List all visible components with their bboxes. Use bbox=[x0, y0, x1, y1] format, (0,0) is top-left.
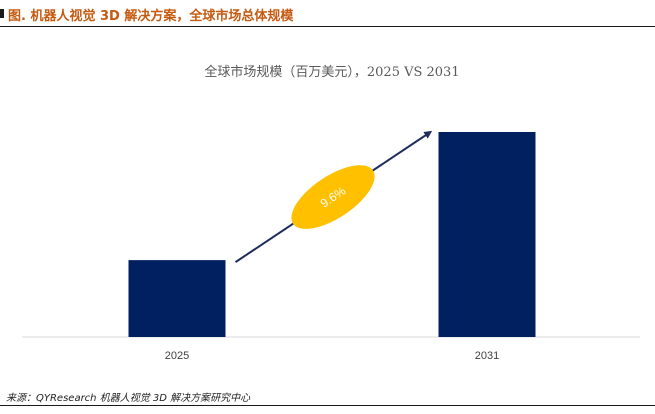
bar-chart: 全球市场规模（百万美元），2025 VS 2031 2025 2031 9.6% bbox=[22, 64, 640, 362]
header-rule bbox=[0, 26, 655, 27]
source-note: 来源：QYResearch 机器人视觉 3D 解决方案研究中心 bbox=[6, 393, 251, 404]
chart-title: 全球市场规模（百万美元），2025 VS 2031 bbox=[204, 64, 459, 80]
x-tick-2031: 2031 bbox=[475, 350, 499, 362]
growth-rate-badge bbox=[291, 165, 375, 229]
footer-rule bbox=[0, 405, 655, 406]
bar-2031 bbox=[438, 132, 536, 337]
figure-title: 图. 机器人视觉 3D 解决方案，全球市场总体规模 bbox=[8, 9, 294, 24]
figure-header: 图. 机器人视觉 3D 解决方案，全球市场总体规模 bbox=[0, 0, 655, 28]
bar-group bbox=[128, 132, 536, 337]
x-tick-labels: 2025 2031 bbox=[165, 350, 499, 362]
title-marker bbox=[0, 9, 4, 18]
bar-2025 bbox=[128, 260, 226, 337]
x-tick-2025: 2025 bbox=[165, 350, 189, 362]
